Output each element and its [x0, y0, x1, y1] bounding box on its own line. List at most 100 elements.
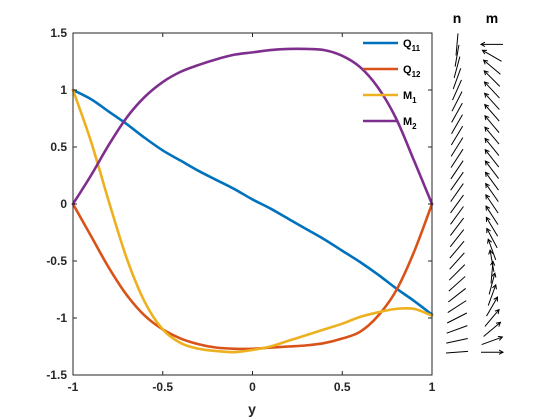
field-m-arrowhead	[485, 205, 491, 211]
field-m-segment	[484, 81, 500, 99]
field-m-segment	[490, 261, 494, 284]
field-m-arrowhead	[483, 70, 489, 76]
field-n-segment	[447, 300, 467, 314]
field-m-segment	[484, 104, 500, 122]
field-m-arrowhead	[479, 41, 486, 47]
field-m-segment	[488, 273, 496, 295]
field-n-segment	[449, 240, 465, 259]
y-tick-label: 0.5	[50, 140, 67, 154]
field-n-segment	[450, 194, 464, 214]
field-n-segment	[454, 44, 460, 67]
field-n-segment	[445, 350, 469, 354]
y-tick-label: 0	[60, 197, 67, 211]
field-n-segment	[450, 206, 464, 225]
x-axis-label: y	[248, 401, 256, 417]
field-m-arrowhead	[486, 227, 491, 233]
field-m-segment	[484, 149, 500, 168]
field-n-segment	[446, 312, 468, 324]
field-m-segment	[483, 321, 501, 337]
field-n-segment	[450, 148, 464, 168]
field-m-segment	[484, 126, 500, 145]
series-line-m2	[71, 47, 434, 206]
field-m-arrowhead	[487, 238, 492, 244]
field-m-arrowhead	[490, 260, 496, 266]
field-m-segment	[483, 59, 501, 75]
legend: Q11 Q12 M1 M2	[363, 38, 421, 131]
field-m-arrowhead	[484, 114, 490, 121]
field-m-arrowhead	[482, 59, 489, 65]
plot-background	[73, 33, 432, 375]
x-tick-label: 0	[249, 380, 256, 394]
field-m-segment	[485, 183, 499, 202]
field-m-arrowhead	[485, 182, 490, 189]
field-m-segment	[486, 228, 498, 249]
field-m-arrowhead	[495, 321, 502, 327]
field-m-segment	[486, 296, 498, 317]
field-m-arrowhead	[484, 148, 490, 155]
field-m-arrowhead	[488, 249, 494, 255]
field-label-m: m	[486, 10, 498, 26]
field-m-arrowhead	[483, 92, 490, 98]
x-tick-label: 1	[429, 380, 436, 394]
series-lines	[71, 47, 434, 354]
series-line-m1	[71, 88, 434, 354]
field-m-segment	[485, 205, 499, 225]
field-n-segment	[451, 102, 463, 123]
y-ticks: 1.5 1 0.5 0 -0.5 -1 -1.5	[46, 26, 432, 382]
field-m-arrowhead	[483, 81, 489, 87]
series-line-q11	[71, 88, 434, 316]
field-n-segment	[453, 56, 461, 78]
y-tick-label: 1.5	[50, 26, 67, 40]
legend-label: M2	[403, 116, 417, 131]
legend-label: Q11	[403, 38, 421, 53]
field-m-segment	[484, 138, 500, 156]
field-m-segment	[485, 194, 499, 214]
field-m-arrowhead	[481, 49, 487, 55]
field-n-segment	[450, 125, 464, 146]
field-n-segment	[450, 183, 464, 202]
y-tick-label: -0.5	[46, 254, 67, 268]
field-n-segment	[448, 276, 466, 292]
field-m-arrowhead	[484, 137, 490, 143]
field-n-segment	[448, 264, 466, 281]
field-n-segment	[450, 160, 464, 180]
field-n-segment	[451, 91, 463, 112]
field-n-segment	[452, 68, 462, 90]
field-n-segment	[448, 288, 466, 303]
field-m-arrowhead	[493, 296, 499, 302]
field-n-segment	[449, 217, 465, 236]
field-m-arrowhead	[484, 160, 490, 166]
field-m-arrowhead	[485, 194, 491, 200]
field-n-segment	[451, 114, 463, 134]
field-label-n: n	[453, 10, 462, 26]
field-m-segment	[484, 92, 500, 110]
field-m-segment	[487, 239, 497, 261]
y-tick-label: 1	[60, 83, 67, 97]
field-n-segment	[449, 229, 465, 248]
field-m-segment	[484, 309, 500, 327]
field-m-segment	[483, 70, 501, 87]
x-tick-label: -1	[68, 380, 79, 394]
field-m-segment	[484, 160, 500, 179]
x-ticks: -1 -0.5 0 0.5 1	[68, 33, 436, 394]
field-n-segment	[446, 338, 468, 344]
legend-label: Q12	[403, 64, 421, 79]
field-n-segment	[450, 171, 464, 191]
field-m-arrowhead	[497, 335, 504, 341]
legend-label: M1	[403, 90, 417, 105]
field-m-arrowhead	[485, 216, 491, 222]
field-m-arrowhead	[492, 283, 497, 290]
field-m-segment	[485, 172, 499, 191]
field-m-arrowhead	[484, 103, 490, 109]
field-n-segment	[455, 33, 459, 56]
field-n-segment	[449, 252, 465, 270]
x-tick-label: -0.5	[152, 380, 173, 394]
field-n-segment	[450, 137, 464, 157]
field-m-segment	[482, 49, 502, 62]
field-m-segment	[487, 284, 497, 306]
field-m-segment	[484, 115, 500, 133]
y-tick-label: -1	[56, 311, 67, 325]
field-m-arrowhead	[484, 171, 490, 177]
